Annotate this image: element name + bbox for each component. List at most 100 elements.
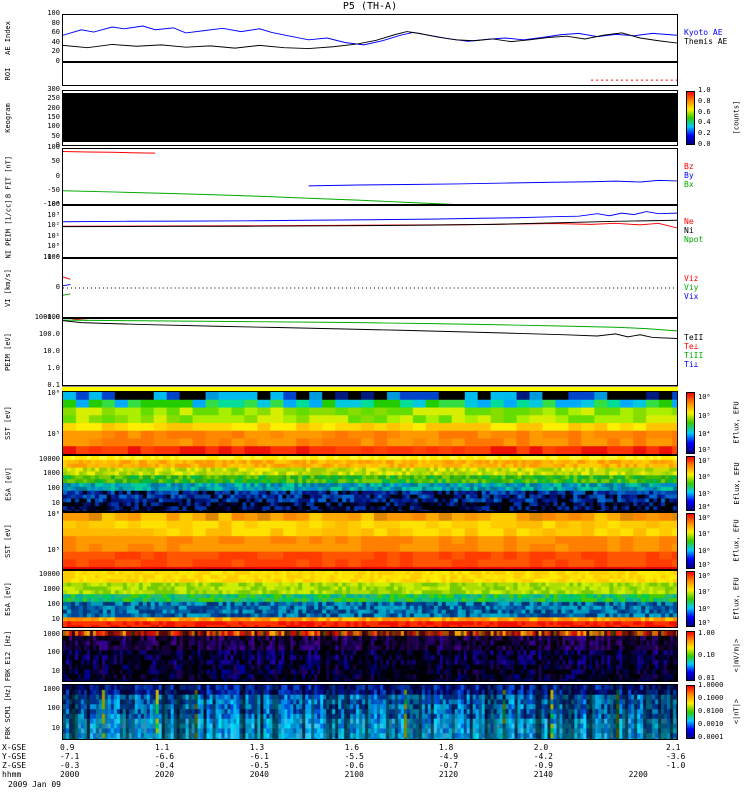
panel-sst_ion [62, 391, 678, 455]
xaxis-value-z: -0.4 [154, 761, 175, 770]
esa_elec-colorbar [686, 571, 695, 627]
xaxis-value-y: -4.2 [533, 752, 553, 761]
bfit-series-by [308, 179, 677, 187]
fbk_b-ytick-label: 10 [51, 723, 60, 732]
sst_elec-colorbar [686, 513, 695, 569]
panel-ae [62, 14, 678, 62]
sst_ion-colorbar-tick: 10⁵ [698, 411, 711, 420]
panel-ni [62, 205, 678, 258]
esa_elec-colorbar-tick: 10⁶ [698, 605, 711, 614]
bfit-axis-title: B FIT [nT] [4, 155, 12, 198]
ni-ytick-label: 10³ [47, 210, 60, 219]
ae-ytick-label: 100 [47, 9, 60, 17]
vi-axis-title: VI [km/s] [4, 269, 12, 307]
keogram-colorbar [686, 91, 695, 145]
fbk_e-colorbar-tick: 1.00 [698, 628, 715, 637]
xaxis-value-t: 2040 [249, 770, 269, 779]
keogram-colorbar-tick: 1.0 [698, 86, 711, 94]
ae-series-themis-ae [63, 31, 677, 50]
fbk_e-ytick-label: 100 [47, 648, 60, 657]
xaxis-row-header: Z-GSE [2, 761, 27, 770]
keogram-ytick-label: 250 [47, 94, 60, 103]
tite-plot [63, 319, 677, 339]
sst_ion-spectrogram [63, 392, 677, 454]
fbk_b-colorbar-tick: 0.0100 [698, 707, 724, 715]
esa_elec-colorbar-tick: 10⁸ [698, 571, 711, 580]
xaxis-value-x: 2.0 [533, 743, 549, 752]
sst_ion-ytick-label: 10⁶ [47, 389, 60, 398]
fbk_b-colorbar [686, 685, 695, 739]
keogram-ytick-label: 50 [51, 131, 60, 140]
fbk_b-colorbar-unit: <|nT|> [732, 698, 741, 725]
tite-axis-title: PEIM [eV] [4, 333, 12, 371]
tite-legend-label: Te⊥ [684, 342, 699, 351]
panel-bfit [62, 148, 678, 205]
esa_ion-ytick-label: 1000 [43, 469, 60, 478]
esa_elec-ytick-label: 10000 [38, 569, 60, 578]
keogram-colorbar-unit: [counts] [732, 100, 741, 135]
xaxis-value-t: 2000 [60, 770, 80, 779]
esa_elec-colorbar-tick: 10⁷ [698, 588, 711, 597]
ae-series-kyoto-ae [63, 25, 677, 46]
tite-legend-label: TeII [684, 333, 704, 342]
panel-vi [62, 258, 678, 318]
esa_ion-colorbar-tick: 10⁴ [698, 503, 711, 512]
tite-ytick-label: 10.0 [43, 347, 60, 355]
panel-fbk_b [62, 684, 678, 740]
esa_elec-ytick-label: 100 [47, 599, 60, 608]
fbk_b-colorbar-tick: 0.0010 [698, 719, 724, 728]
vi-series-viy [63, 293, 71, 296]
keogram-ytick-label: 0 [55, 141, 60, 149]
xaxis-value-y: -4.9 [438, 752, 459, 761]
sst_elec-colorbar-tick: 10⁶ [698, 547, 711, 556]
sst_elec-colorbar-tick: 10⁷ [698, 530, 711, 539]
ae-axis-title: AE Index [4, 21, 12, 55]
bfit-ytick-label: -100 [43, 200, 60, 208]
xaxis-value-y: -6.6 [154, 752, 175, 761]
bfit-legend-label: By [684, 171, 694, 180]
sst_elec-colorbar-tick: 10⁵ [698, 561, 711, 570]
esa_ion-colorbar-tick: 10⁵ [698, 489, 711, 498]
vi-legend-label: Vix [684, 291, 699, 301]
ni-ytick-label: 10⁴ [47, 200, 60, 208]
fbk_e-colorbar-tick: 0.01 [698, 673, 715, 682]
esa_elec-ytick-label: 10 [51, 614, 60, 623]
ae-ytick-label: 40 [51, 37, 60, 46]
date-label: 2009 Jan 09 [8, 780, 61, 789]
fbk_e-axis-title: FBK E12 [Hz] [4, 630, 12, 682]
keogram-colorbar-tick: 0.4 [698, 118, 711, 127]
roi-plot [591, 79, 677, 81]
keogram-colorbar-tick: 0.0 [698, 140, 711, 148]
vi-ytick-label: -100 [43, 313, 60, 321]
esa_elec-colorbar-tick: 10⁵ [698, 619, 711, 628]
fbk_e-colorbar [686, 631, 695, 681]
tite-ytick-label: 0.1 [47, 381, 60, 389]
keogram-ytick-label: 150 [47, 113, 60, 121]
separator-line [62, 386, 678, 391]
panel-sst_elec [62, 512, 678, 570]
esa_ion-axis-title: ESA [eV] [4, 466, 12, 501]
esa_ion-ytick-label: 10000 [38, 454, 60, 463]
xaxis-value-t: 2140 [533, 770, 553, 779]
ae-ytick-label: 60 [51, 28, 60, 37]
sst_elec-colorbar-tick: 10⁸ [698, 513, 711, 522]
tite-ytick-label: 1.0 [47, 364, 60, 372]
xaxis-value-z: -0.3 [60, 761, 80, 770]
tite-ytick-label: 100.0 [38, 330, 60, 338]
ni-ytick-label: 10⁻¹ [43, 253, 60, 261]
xaxis-value-z: -0.9 [533, 761, 553, 770]
fbk_b-ytick-label: 1000 [43, 684, 60, 693]
esa_ion-colorbar [686, 456, 695, 511]
xaxis-value-t: 2100 [344, 770, 364, 779]
panel-tite [62, 318, 678, 386]
bfit-ytick-label: 100 [47, 143, 60, 151]
sst_elec-ytick-label: 10⁶ [47, 509, 60, 518]
sst_ion-colorbar-tick: 10⁶ [698, 393, 711, 402]
keogram-data-fill [63, 93, 677, 142]
bfit-plot [63, 151, 677, 204]
xaxis-row-header: Y-GSE [2, 752, 27, 761]
xaxis-value-z: -0.5 [249, 761, 269, 770]
sst_elec-spectrogram [63, 513, 677, 569]
sst_elec-ytick-label: 10⁵ [47, 546, 60, 555]
